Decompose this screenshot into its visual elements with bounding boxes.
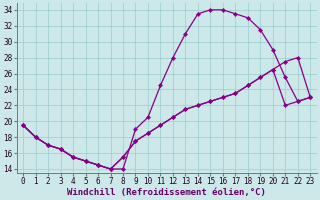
X-axis label: Windchill (Refroidissement éolien,°C): Windchill (Refroidissement éolien,°C) xyxy=(67,188,266,197)
